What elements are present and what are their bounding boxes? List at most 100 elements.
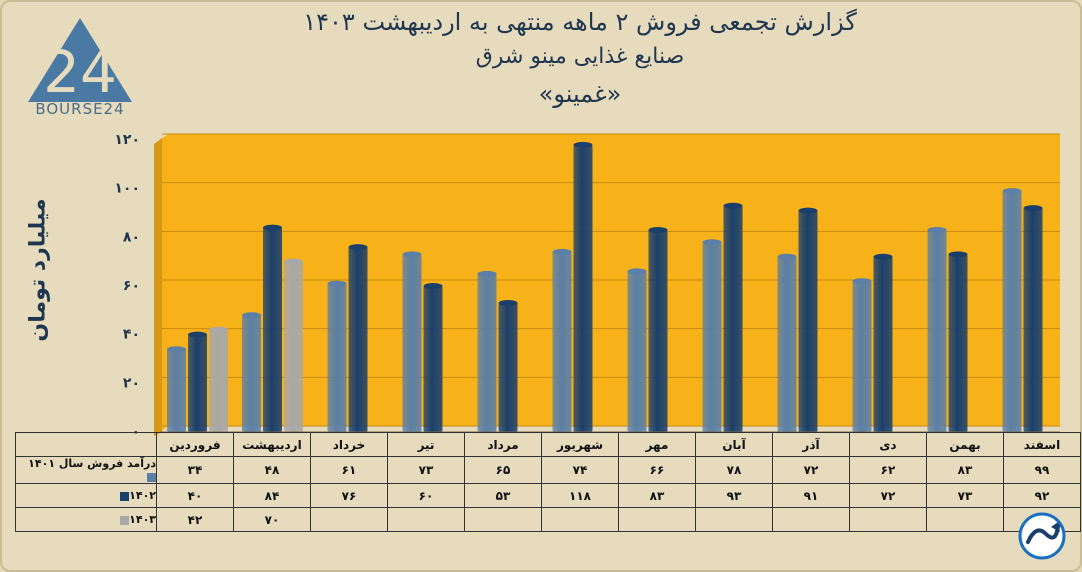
- bar-2-2: [263, 227, 282, 432]
- bar-cap: [627, 268, 647, 275]
- bar-cap: [873, 253, 893, 260]
- bar-cap: [1023, 205, 1043, 212]
- table-cell: [387, 507, 465, 532]
- table-cell: ۹۹: [1003, 456, 1081, 484]
- table-category: فروردین: [156, 432, 234, 457]
- bar-cap: [327, 280, 347, 287]
- y-tick-label: ۶۰: [123, 278, 140, 294]
- bar-1-10: [852, 281, 872, 432]
- svg-text:24: 24: [43, 38, 117, 106]
- table-category: مرداد: [464, 432, 542, 457]
- bar-cap: [798, 207, 818, 214]
- table-category: اسفند: [1003, 432, 1081, 457]
- bar-cap: [423, 283, 443, 289]
- plot-side-wall: [154, 138, 162, 436]
- bar-1-2: [242, 315, 261, 432]
- table-cell: ۹۲: [1003, 483, 1081, 508]
- bar-2-12: [1023, 208, 1043, 432]
- table-category: آذر: [772, 432, 850, 457]
- bar-cap: [723, 202, 743, 209]
- y-tick-label: ۴۰: [123, 327, 140, 343]
- title-line-2: صنایع غذایی مینو شرق: [475, 44, 685, 69]
- table-cell: [541, 507, 619, 532]
- table-category: اردیبهشت: [233, 432, 311, 457]
- table-cell: [695, 507, 773, 532]
- bar-cap: [188, 331, 207, 338]
- y-tick-label: ۸۰: [123, 229, 140, 245]
- table-cell: ۴۰: [156, 483, 234, 508]
- bar-1-11: [927, 230, 947, 432]
- bar-cap: [948, 251, 968, 258]
- bar-1-7: [627, 271, 647, 432]
- bar-cap: [552, 248, 572, 255]
- bar-cap: [209, 326, 228, 333]
- bar-cap: [927, 227, 947, 234]
- bar-cap: [852, 278, 872, 285]
- table-cell: ۷۳: [387, 456, 465, 484]
- bar-2-8: [723, 205, 743, 432]
- table-cell: ۸۳: [618, 483, 696, 508]
- table-cell: ۷۲: [772, 456, 850, 484]
- bourse24-logo: 24: [28, 18, 132, 106]
- legend-1401-label: درآمد فروش سال ۱۴۰۱: [28, 457, 156, 470]
- logo-text: BOURSE24: [35, 100, 125, 118]
- table-row-1401: درآمد فروش سال ۱۴۰۱ ۳۴ ۴۸ ۶۱ ۷۳ ۶۵ ۷۴ ۶۶…: [15, 456, 1081, 484]
- table-cell: [849, 507, 927, 532]
- table-cell: ۶۰: [387, 483, 465, 508]
- bar-cap: [573, 141, 593, 148]
- plot-background: [160, 134, 1060, 432]
- bar-cap: [284, 258, 303, 265]
- legend-1403-label: ۱۴۰۳: [129, 513, 156, 526]
- table-category: دی: [849, 432, 927, 457]
- bar-cap: [348, 244, 368, 251]
- table-cell: ۸۳: [926, 456, 1004, 484]
- legend-1403: ۱۴۰۳: [15, 507, 157, 532]
- table-cell: [772, 507, 850, 532]
- bar-1-3: [327, 283, 347, 432]
- bar-2-7: [648, 230, 668, 432]
- bar-cap: [242, 312, 261, 319]
- bar-1-4: [402, 254, 422, 432]
- table-cell: ۶۱: [310, 456, 388, 484]
- bar-2-11: [948, 254, 968, 432]
- bar-cap: [477, 270, 497, 277]
- table-cell: [464, 507, 542, 532]
- bar-1-1: [167, 349, 186, 432]
- table-cell: ۹۱: [772, 483, 850, 508]
- bar-2-10: [873, 256, 893, 432]
- bar-2-9: [798, 210, 818, 432]
- bar-cap: [263, 224, 282, 231]
- bar-1-5: [477, 273, 497, 432]
- bar-1-6: [552, 251, 572, 432]
- table-cell: ۷۶: [310, 483, 388, 508]
- bar-cap: [167, 346, 186, 353]
- table-cell: ۸۴: [233, 483, 311, 508]
- table-corner: [15, 432, 157, 457]
- y-tick-label: ۱۰۰: [114, 181, 140, 197]
- bar-2-6: [573, 144, 593, 432]
- table-category: شهریور: [541, 432, 619, 457]
- bar-cap: [648, 227, 668, 234]
- table-cell: ۶۵: [464, 456, 542, 484]
- table-cell: [618, 507, 696, 532]
- bar-3-2: [284, 261, 303, 432]
- bar-1-9: [777, 256, 797, 432]
- y-tick-label: ۱۲۰: [114, 132, 140, 148]
- table-category: تیر: [387, 432, 465, 457]
- table-category: مهر: [618, 432, 696, 457]
- table-cell: ۹۳: [695, 483, 773, 508]
- swirl-arrow-icon: [1018, 512, 1066, 560]
- table-cell: ۳۴: [156, 456, 234, 484]
- legend-swatch: [147, 472, 156, 482]
- legend-1402-label: ۱۴۰۲: [129, 489, 156, 502]
- table-category: خرداد: [310, 432, 388, 457]
- table-row-1403: ۱۴۰۳ ۴۲ ۷۰: [15, 507, 1081, 532]
- data-table: فروردین اردیبهشت خرداد تیر مرداد شهریور …: [15, 432, 1081, 532]
- bar-2-1: [188, 334, 207, 432]
- table-cell: ۷۲: [849, 483, 927, 508]
- table-header-row: فروردین اردیبهشت خرداد تیر مرداد شهریور …: [15, 432, 1081, 457]
- table-cell: ۷۴: [541, 456, 619, 484]
- table-cell: ۷۰: [233, 507, 311, 532]
- bar-1-8: [702, 242, 722, 432]
- bar-cap: [702, 239, 722, 246]
